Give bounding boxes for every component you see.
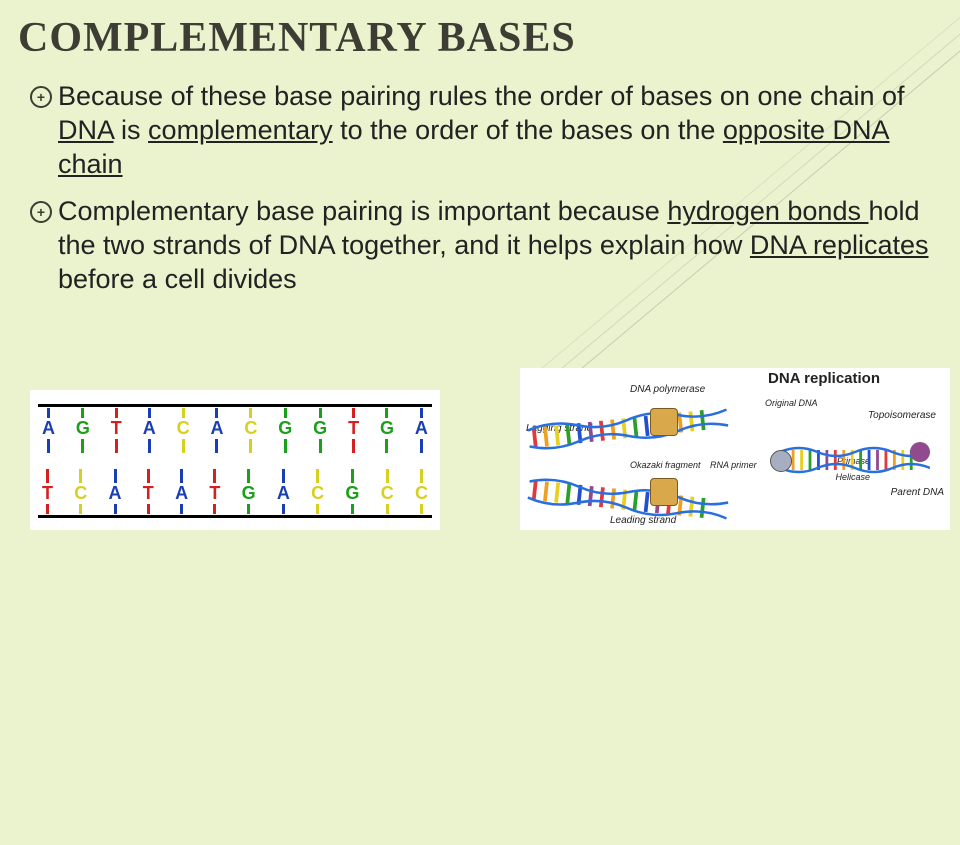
base-letter: G	[345, 469, 359, 514]
label-okazaki: Okazaki fragment	[630, 460, 701, 470]
bullet-icon: +	[30, 86, 52, 108]
topoisomerase-shape	[910, 442, 930, 462]
base-letter: C	[244, 408, 257, 453]
base-letter: G	[76, 408, 90, 453]
base-letter: A	[415, 408, 428, 453]
base-letter: C	[74, 469, 87, 514]
base-letter: T	[209, 469, 220, 514]
label-original: Original DNA	[765, 398, 818, 408]
base-pair-ladder-figure: AGTACACGGTGA TCATATGACGCC	[30, 390, 440, 530]
primase-shape	[770, 450, 792, 472]
base-letter: G	[313, 408, 327, 453]
base-letter: A	[42, 408, 55, 453]
replication-title: DNA replication	[768, 370, 880, 387]
base-letter: C	[381, 469, 394, 514]
base-letter: T	[348, 408, 359, 453]
base-letter: G	[278, 408, 292, 453]
polymerase-shape	[650, 408, 678, 436]
base-letter: A	[210, 408, 223, 453]
polymerase-shape	[650, 478, 678, 506]
dna-replication-figure: DNA replication DNA polymerase Lagging s…	[520, 368, 950, 530]
base-letter: A	[109, 469, 122, 514]
label-rnaprimer: RNA primer	[710, 460, 757, 470]
label-topo: Topoisomerase	[868, 410, 936, 421]
base-letter: T	[143, 469, 154, 514]
base-letter: A	[277, 469, 290, 514]
base-letter: T	[42, 469, 53, 514]
base-letter: C	[177, 408, 190, 453]
bullet-icon: +	[30, 201, 52, 223]
label-parent: Parent DNA	[891, 487, 944, 498]
label-polymerase: DNA polymerase	[630, 384, 705, 395]
base-letter: G	[242, 469, 256, 514]
slide-title: COMPLEMENTARY BASES	[0, 0, 960, 62]
base-letter: C	[415, 469, 428, 514]
base-letter: T	[111, 408, 122, 453]
base-letter: A	[143, 408, 156, 453]
base-letter: G	[380, 408, 394, 453]
base-letter: C	[311, 469, 324, 514]
base-letter: A	[175, 469, 188, 514]
